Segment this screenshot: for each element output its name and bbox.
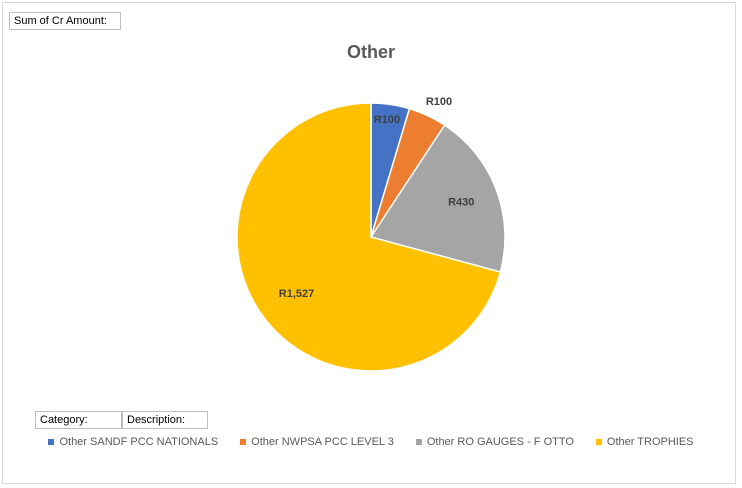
legend-item[interactable]: Other NWPSA PCC LEVEL 3 bbox=[240, 436, 394, 448]
legend-label: Other NWPSA PCC LEVEL 3 bbox=[251, 436, 394, 448]
pie-slice[interactable] bbox=[369, 124, 506, 273]
chart-title: Other bbox=[346, 42, 395, 62]
chart-area bbox=[2, 2, 736, 484]
legend-item[interactable]: Other TROPHIES bbox=[595, 436, 694, 448]
legend-item[interactable]: Other RO GAUGES - F OTTO bbox=[415, 436, 574, 448]
description-field-button[interactable]: Description: bbox=[122, 411, 208, 429]
data-label: R1,527 bbox=[279, 288, 314, 300]
data-label: R430 bbox=[448, 197, 474, 209]
chart-legend: Other SANDF PCC NATIONALS Other NWPSA PCC… bbox=[0, 436, 742, 448]
data-label: R100 bbox=[426, 96, 452, 108]
legend-swatch bbox=[415, 439, 422, 445]
legend-swatch bbox=[48, 439, 55, 445]
category-field-button[interactable]: Category: bbox=[35, 411, 122, 429]
legend-swatch bbox=[595, 439, 602, 445]
value-field-button[interactable]: Sum of Cr Amount: bbox=[9, 12, 121, 30]
legend-label: Other RO GAUGES - F OTTO bbox=[426, 436, 574, 448]
data-label: R100 bbox=[374, 114, 400, 126]
pie-slice[interactable] bbox=[236, 102, 502, 372]
legend-label: Other TROPHIES bbox=[606, 436, 694, 448]
legend-item[interactable]: Other SANDF PCC NATIONALS bbox=[48, 436, 218, 448]
legend-swatch bbox=[240, 439, 247, 445]
legend-label: Other SANDF PCC NATIONALS bbox=[59, 436, 219, 448]
